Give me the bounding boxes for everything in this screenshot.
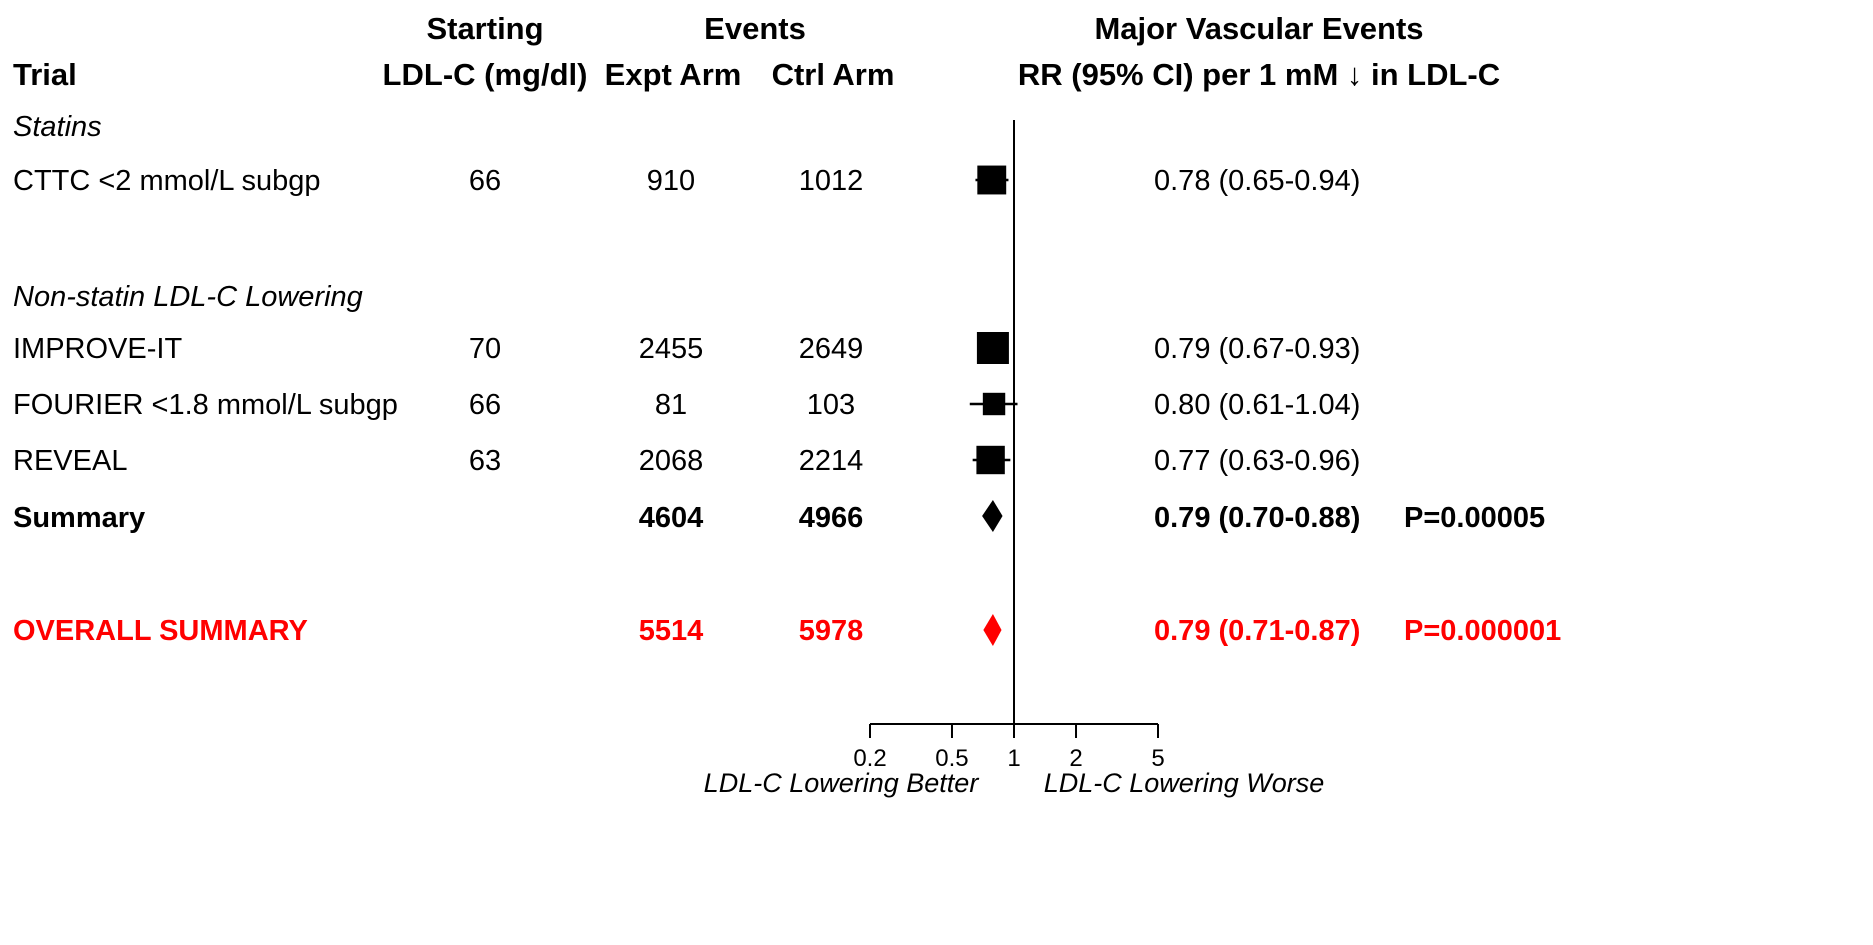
x-label-right: LDL-C Lowering Worse [1043,768,1325,798]
row-expt: 2455 [638,333,704,365]
row-ci-text: 0.79 (0.71-0.87) [1154,615,1361,647]
header-rr-ci: RR (95% CI) per 1 mM ↓ in LDL-C [1017,57,1501,92]
row-expt: 5514 [638,615,704,647]
row-ci-text: 0.79 (0.70-0.88) [1154,502,1361,534]
row-trial: OVERALL SUMMARY [13,615,308,647]
header-outcome: Major Vascular Events [1094,11,1424,46]
row-trial: Summary [13,502,146,534]
summary-diamond [983,614,1002,646]
point-square [976,332,1009,364]
row-ci-text: 0.77 (0.63-0.96) [1154,445,1361,477]
row-expt: 2068 [638,445,704,477]
row-ctrl: 1012 [798,165,864,197]
point-square [977,165,1007,195]
row-trial: IMPROVE-IT [13,333,183,365]
row-ctrl: 2214 [798,445,864,477]
point-square [976,445,1005,475]
row-ci-text: 0.78 (0.65-0.94) [1154,165,1361,197]
x-tick-label: 0.5 [935,745,968,772]
x-tick-label: 0.2 [853,745,886,772]
row-ctrl: 4966 [798,502,864,534]
row-ctrl: 5978 [798,615,864,647]
row-p-value: P=0.00005 [1404,502,1546,534]
header-events: Events [704,11,806,46]
x-tick-label: 2 [1069,745,1082,772]
row-ldl: 66 [468,389,502,421]
header-expt-arm: Expt Arm [604,57,742,92]
row-ldl: 70 [468,333,502,365]
row-trial: CTTC <2 mmol/L subgp [13,165,321,197]
group-statins: Statins [13,111,102,143]
row-ldl: 66 [468,165,502,197]
row-ctrl: 2649 [798,333,864,365]
row-ci-text: 0.80 (0.61-1.04) [1154,389,1361,421]
row-p-value: P=0.000001 [1404,615,1562,647]
x-label-left: LDL-C Lowering Better [703,768,979,798]
row-expt: 4604 [638,502,704,534]
header-ctrl-arm: Ctrl Arm [771,57,895,92]
summary-diamond [982,500,1003,532]
row-expt: 81 [654,389,688,421]
row-trial: FOURIER <1.8 mmol/L subgp [13,389,398,421]
row-ci-text: 0.79 (0.67-0.93) [1154,333,1361,365]
header-starting: Starting [426,11,544,46]
point-square [982,392,1006,416]
header-trial: Trial [13,57,77,92]
row-expt: 910 [646,165,696,197]
group-non-statin: Non-statin LDL-C Lowering [13,281,363,313]
x-tick-label: 5 [1151,745,1164,772]
row-ctrl: 103 [806,389,856,421]
x-tick-label: 1 [1007,745,1020,772]
row-ldl: 63 [468,445,502,477]
header-ldl: LDL-C (mg/dl) [382,57,588,92]
row-trial: REVEAL [13,445,128,477]
